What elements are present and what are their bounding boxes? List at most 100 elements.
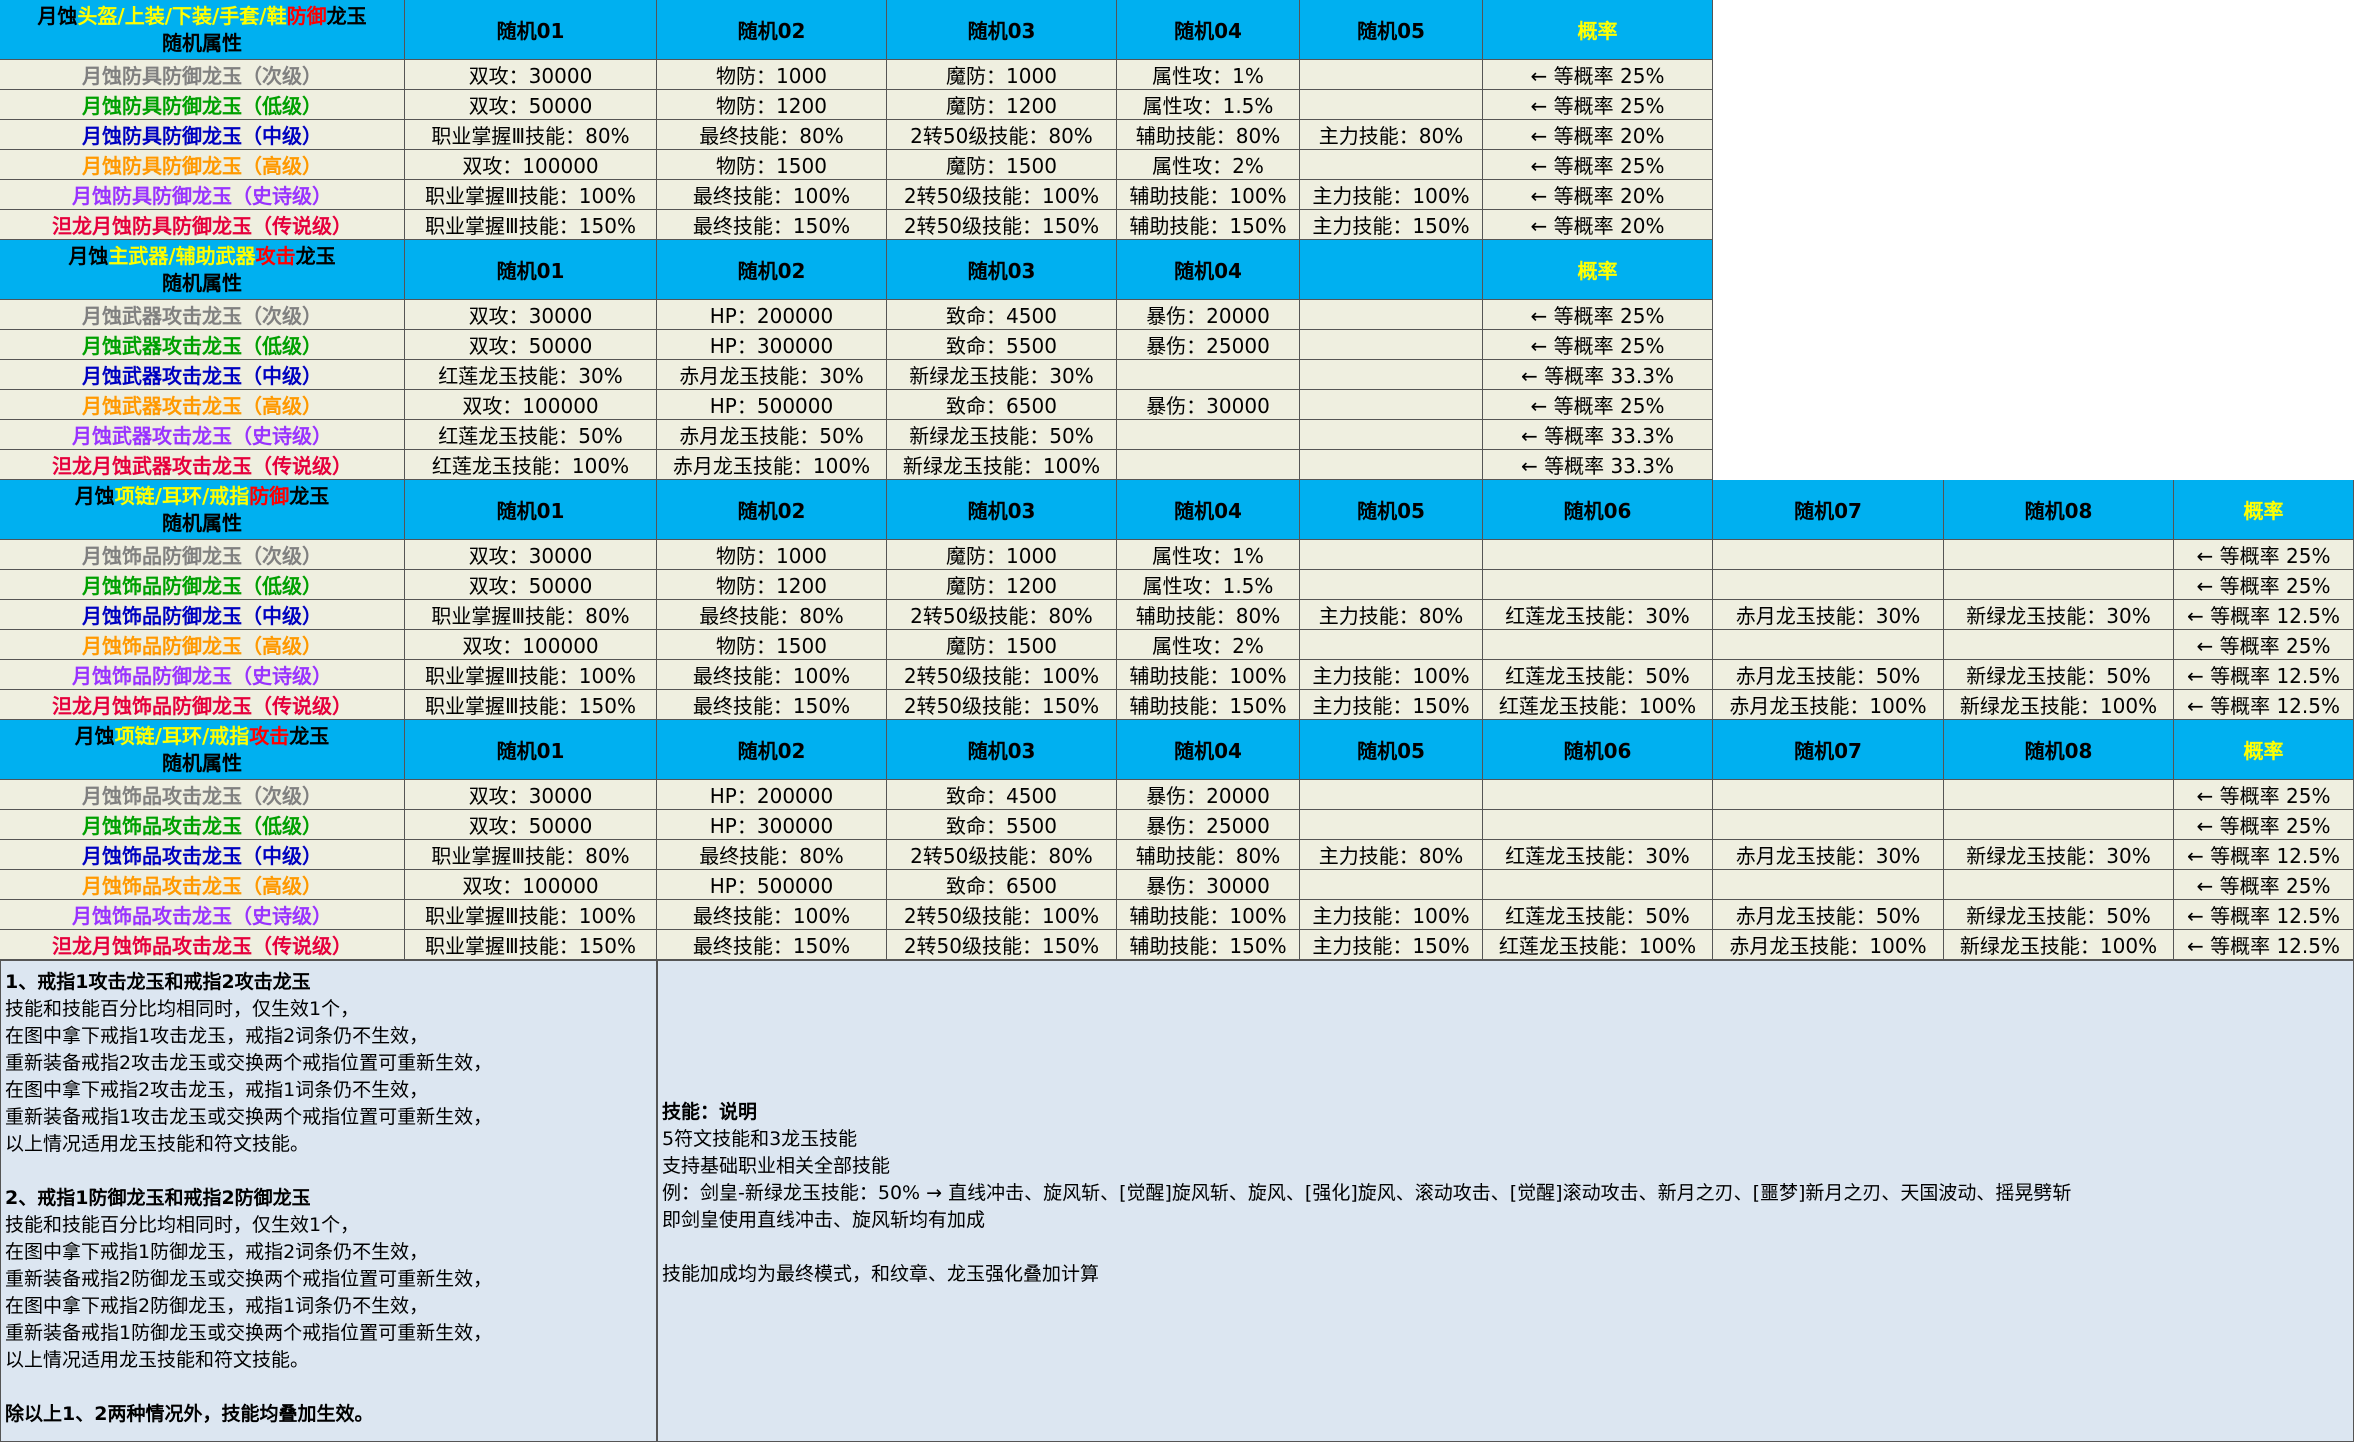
cell: 主力技能：100%: [1300, 660, 1483, 690]
title-part: 月蚀: [74, 483, 115, 508]
cell: [1300, 150, 1483, 180]
section-title: 月蚀项链/耳环/戒指防御龙玉: [75, 483, 330, 510]
column-header: 随机03: [887, 480, 1117, 540]
column-header: 随机02: [657, 720, 887, 780]
cell: 双攻：30000: [405, 540, 657, 570]
cell: [1483, 870, 1713, 900]
cell: [1300, 570, 1483, 600]
cell: 新绿龙玉技能：30%: [1944, 840, 2174, 870]
note-line: 重新装备戒指1防御龙玉或交换两个戒指位置可重新生效，: [5, 1322, 493, 1344]
cell: 致命：4500: [887, 300, 1117, 330]
row-name: 月蚀武器攻击龙玉（高级）: [0, 390, 405, 420]
section-title: 月蚀主武器/辅助武器攻击龙玉: [68, 243, 335, 270]
cell: 赤月龙玉技能：50%: [1713, 900, 1944, 930]
cell: 主力技能：100%: [1300, 900, 1483, 930]
cell: 双攻：30000: [405, 780, 657, 810]
note-line: 重新装备戒指2防御龙玉或交换两个戒指位置可重新生效，: [5, 1268, 493, 1290]
column-header: 随机05: [1300, 720, 1483, 780]
cell: [1300, 60, 1483, 90]
cell: 致命：5500: [887, 810, 1117, 840]
title-part: 龙玉: [289, 483, 330, 508]
cell: 最终技能：150%: [657, 690, 887, 720]
cell: 2转50级技能：150%: [887, 210, 1117, 240]
prob-cell: ← 等概率 25%: [2174, 870, 2354, 900]
cell: 物防：1200: [657, 570, 887, 600]
cell: [1713, 540, 1944, 570]
cell: 致命：5500: [887, 330, 1117, 360]
cell: 双攻：50000: [405, 330, 657, 360]
cell: [1300, 630, 1483, 660]
row-name: 泹龙月蚀武器攻击龙玉（传说级）: [0, 450, 405, 480]
title-part: 项链/耳环/戒指: [114, 483, 250, 508]
column-header: [1300, 240, 1483, 300]
cell: [1300, 330, 1483, 360]
title-part: 龙玉: [289, 723, 330, 748]
cell: HP：500000: [657, 870, 887, 900]
cell: 红莲龙玉技能：30%: [405, 360, 657, 390]
cell: 双攻：50000: [405, 810, 657, 840]
title-part: 月蚀: [74, 723, 115, 748]
row-name: 月蚀饰品防御龙玉（史诗级）: [0, 660, 405, 690]
cell: HP：300000: [657, 330, 887, 360]
title-part: 主武器/辅助武器: [108, 243, 256, 268]
cell: [1300, 450, 1483, 480]
prob-cell: ← 等概率 25%: [1483, 300, 1713, 330]
cell: 暴伤：20000: [1117, 780, 1300, 810]
column-header: 随机01: [405, 0, 657, 60]
cell: 最终技能：150%: [657, 930, 887, 960]
cell: 辅助技能：150%: [1117, 210, 1300, 240]
cell: [1483, 630, 1713, 660]
prob-cell: ← 等概率 12.5%: [2174, 690, 2354, 720]
row-name: 月蚀武器攻击龙玉（史诗级）: [0, 420, 405, 450]
cell: 红莲龙玉技能：30%: [1483, 600, 1713, 630]
cell: 暴伤：25000: [1117, 330, 1300, 360]
prob-cell: ← 等概率 25%: [2174, 630, 2354, 660]
row-name: 月蚀武器攻击龙玉（次级）: [0, 300, 405, 330]
cell: 赤月龙玉技能：30%: [1713, 600, 1944, 630]
section-subtitle: 随机属性: [162, 510, 242, 535]
row-name: 月蚀饰品防御龙玉（低级）: [0, 570, 405, 600]
prob-cell: ← 等概率 25%: [2174, 540, 2354, 570]
title-part: 防御: [249, 483, 290, 508]
cell: [1483, 570, 1713, 600]
cell: 职业掌握Ⅲ技能：100%: [405, 660, 657, 690]
cell: [1944, 540, 2174, 570]
column-header: 随机07: [1713, 480, 1944, 540]
cell: HP：200000: [657, 780, 887, 810]
prob-cell: ← 等概率 12.5%: [2174, 660, 2354, 690]
cell: 新绿龙玉技能：30%: [887, 360, 1117, 390]
cell: 最终技能：150%: [657, 210, 887, 240]
prob-cell: ← 等概率 33.3%: [1483, 420, 1713, 450]
column-header: 随机05: [1300, 480, 1483, 540]
cell: 新绿龙玉技能：100%: [887, 450, 1117, 480]
row-name: 泹龙月蚀饰品防御龙玉（传说级）: [0, 690, 405, 720]
note-footer: 除以上1、2两种情况外，技能均叠加生效。: [5, 1403, 374, 1425]
cell: 2转50级技能：150%: [887, 690, 1117, 720]
cell: 新绿龙玉技能：100%: [1944, 930, 2174, 960]
cell: 魔防：1200: [887, 90, 1117, 120]
cell: 新绿龙玉技能：50%: [1944, 900, 2174, 930]
prob-cell: ← 等概率 25%: [1483, 60, 1713, 90]
note-heading: 2、戒指1防御龙玉和戒指2防御龙玉: [5, 1187, 311, 1209]
cell: 暴伤：25000: [1117, 810, 1300, 840]
cell: 职业掌握Ⅲ技能：150%: [405, 930, 657, 960]
prob-cell: ← 等概率 33.3%: [1483, 450, 1713, 480]
prob-header: 概率: [2174, 720, 2354, 780]
prob-header: 概率: [1483, 0, 1713, 60]
cell: HP：200000: [657, 300, 887, 330]
section-title: 月蚀头盔/上装/下装/手套/鞋防御龙玉: [37, 3, 366, 30]
note-heading: 技能：说明: [662, 1101, 758, 1123]
row-name: 月蚀饰品防御龙玉（高级）: [0, 630, 405, 660]
note-line: 例：剑皇-新绿龙玉技能：50% → 直线冲击、旋风斩、[觉醒]旋风斩、旋风、[强…: [662, 1182, 2072, 1204]
prob-cell: ← 等概率 25%: [1483, 150, 1713, 180]
note-footer: 技能加成均为最终模式，和纹章、龙玉强化叠加计算: [662, 1263, 1100, 1285]
column-header: 随机03: [887, 0, 1117, 60]
title-part: 龙玉: [295, 243, 336, 268]
column-header: 随机08: [1944, 720, 2174, 780]
cell: 最终技能：100%: [657, 660, 887, 690]
title-part: 月蚀: [68, 243, 109, 268]
cell: [1944, 780, 2174, 810]
title-part: 防御: [286, 3, 327, 28]
cell: 双攻：30000: [405, 60, 657, 90]
cell: 双攻：100000: [405, 150, 657, 180]
